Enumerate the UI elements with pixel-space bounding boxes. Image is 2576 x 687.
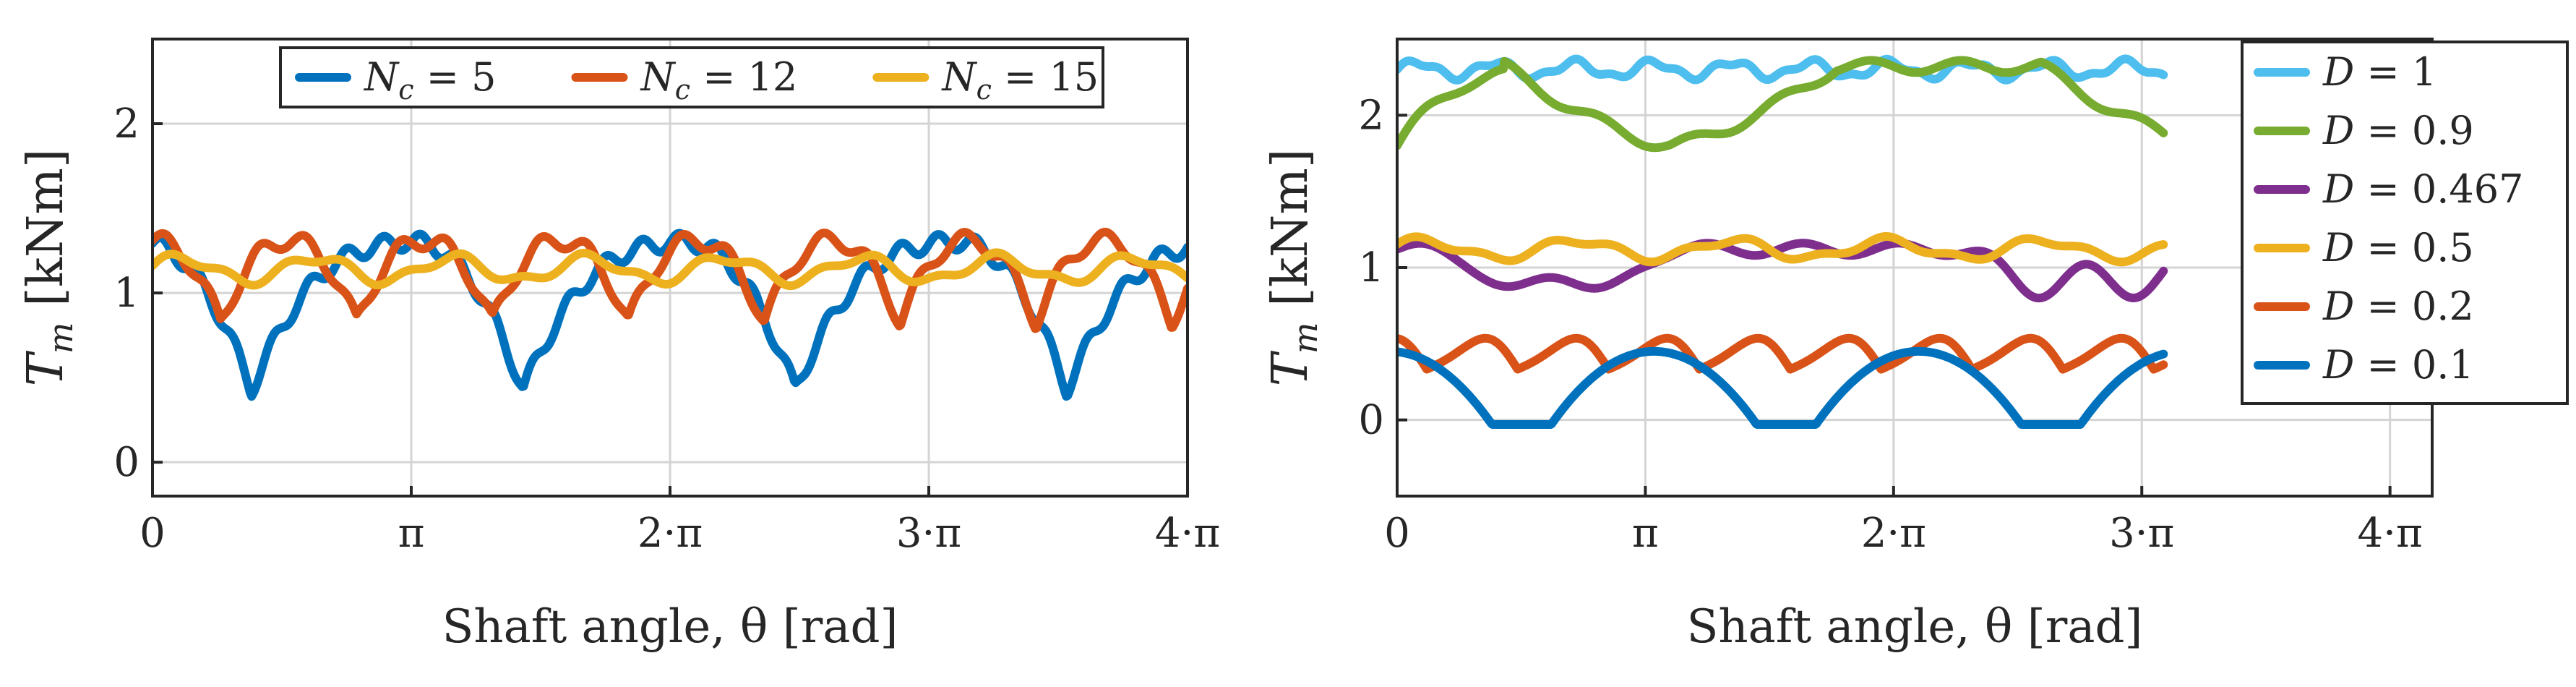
- x-tick-label: 0: [1384, 510, 1410, 557]
- x-tick-label: π: [1632, 510, 1659, 557]
- svg-text:Tm [kNm]: Tm [kNm]: [1262, 149, 1325, 387]
- chart-right: 0 π 2·π 3·π 4·π 0 1 2 Shaft angle, θ [rad] Tm […: [1262, 38, 2569, 654]
- ticks-right: 0 π 2·π 3·π 4·π 0 1 2: [1358, 92, 2422, 557]
- xlabel-left: Shaft angle, θ [rad]: [442, 600, 898, 654]
- legend-entry: D = 1: [2322, 49, 2437, 95]
- legend-left: Nc = 5 Nc = 12 Nc = 15: [279, 46, 1104, 108]
- y-tick-label: 0: [1358, 397, 1384, 444]
- x-tick-label: 4·π: [1155, 510, 1220, 557]
- legend-entry: Nc = 12: [639, 54, 797, 106]
- x-tick-label: 2·π: [637, 510, 703, 557]
- legend-entry: D = 0.5: [2322, 225, 2474, 270]
- svg-text:Tm [kNm]: Tm [kNm]: [17, 149, 80, 387]
- x-tick-label: 0: [139, 510, 166, 557]
- chart-left: 0 π 2·π 3·π 4·π 0 1 2 Shaft angle, θ [rad] Tm […: [17, 38, 1220, 654]
- y-tick-label: 2: [113, 101, 139, 148]
- series-line-d-0-1: [1397, 346, 2168, 429]
- series-line-d-0-467: [1397, 239, 2168, 303]
- y-tick-label: 0: [113, 439, 139, 486]
- legend-entry: D = 0.1: [2322, 342, 2474, 388]
- y-tick-label: 1: [113, 270, 139, 317]
- legend-entry: D = 0.2: [2322, 283, 2474, 329]
- legend-entry: Nc = 15: [940, 54, 1099, 106]
- series-line-nc-15: [153, 248, 1188, 291]
- series-line-d-0-5: [1397, 232, 2168, 267]
- legend-box: [279, 46, 1104, 108]
- legend-right: D = 1 D = 0.9 D = 0.467 D = 0.5 D = 0.2 D = 0…: [2241, 40, 2569, 405]
- x-tick-label: 2·π: [1861, 510, 1926, 557]
- series-left: [153, 227, 1188, 401]
- y-tick-label: 2: [1358, 92, 1384, 139]
- legend-box: [2241, 40, 2569, 405]
- xlabel-right: Shaft angle, θ [rad]: [1687, 600, 2143, 654]
- series-right: [1397, 54, 2168, 429]
- x-tick-label: π: [398, 510, 425, 557]
- x-tick-label: 4·π: [2358, 510, 2423, 557]
- ticks-left: 0 π 2·π 3·π 4·π 0 1 2: [113, 101, 1220, 557]
- ylabel-left: Tm [kNm]: [17, 149, 80, 387]
- series-line-d-0-9: [1397, 56, 2168, 153]
- x-tick-label: 3·π: [2109, 510, 2174, 557]
- legend-entry: D = 0.467: [2322, 166, 2523, 212]
- legend-entry: Nc = 5: [363, 54, 496, 106]
- series-line-nc-12: [153, 227, 1188, 333]
- x-tick-label: 3·π: [896, 510, 961, 557]
- y-tick-label: 1: [1358, 244, 1384, 291]
- grid-left: [153, 39, 1188, 496]
- legend-entry: D = 0.9: [2322, 108, 2474, 153]
- ylabel-right: Tm [kNm]: [1262, 149, 1325, 387]
- series-line-d-0-2: [1397, 333, 2168, 374]
